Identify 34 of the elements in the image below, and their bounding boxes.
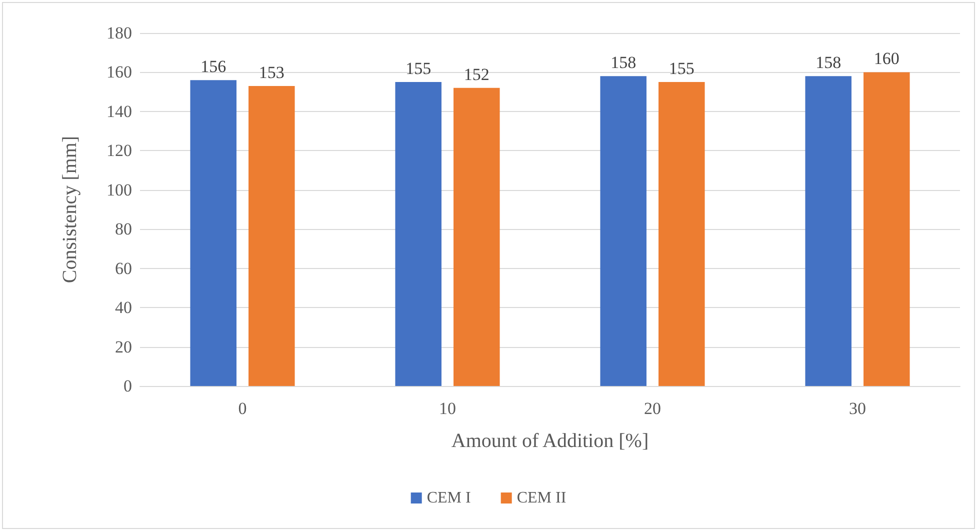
bar <box>248 86 295 386</box>
data-label: 158 <box>816 53 842 72</box>
x-tick-label: 0 <box>238 399 247 418</box>
y-tick-label: 20 <box>115 337 132 356</box>
y-tick-label: 100 <box>106 180 132 200</box>
x-tick-label: 20 <box>644 399 661 418</box>
data-label: 156 <box>200 57 226 76</box>
y-tick-label: 0 <box>124 376 132 396</box>
y-tick-label: 180 <box>106 24 132 42</box>
data-label: 153 <box>258 62 284 82</box>
bar <box>864 72 910 386</box>
bar <box>805 76 852 386</box>
bar <box>600 76 646 386</box>
x-tick-label: 30 <box>849 399 866 418</box>
bar <box>658 82 705 386</box>
y-tick-label: 80 <box>115 220 132 239</box>
y-tick-label: 160 <box>106 62 132 82</box>
data-label: 152 <box>464 64 490 84</box>
data-label: 158 <box>610 53 636 72</box>
legend-label: CEM II <box>516 490 566 506</box>
x-tick-label: 10 <box>439 399 456 418</box>
y-tick-label: 140 <box>106 102 132 121</box>
data-label: 155 <box>668 59 694 78</box>
data-label: 155 <box>406 59 432 78</box>
y-tick-label: 60 <box>115 258 132 278</box>
legend-label: CEM I <box>426 490 471 506</box>
x-axis-title: Amount of Addition [%] <box>451 430 649 452</box>
y-axis-title: Consistency [mm] <box>59 136 81 284</box>
bar <box>395 82 442 386</box>
y-tick-label: 40 <box>115 298 132 318</box>
bar <box>190 80 236 386</box>
data-label: 160 <box>874 49 900 68</box>
bar <box>454 88 500 386</box>
y-tick-label: 120 <box>106 141 132 160</box>
